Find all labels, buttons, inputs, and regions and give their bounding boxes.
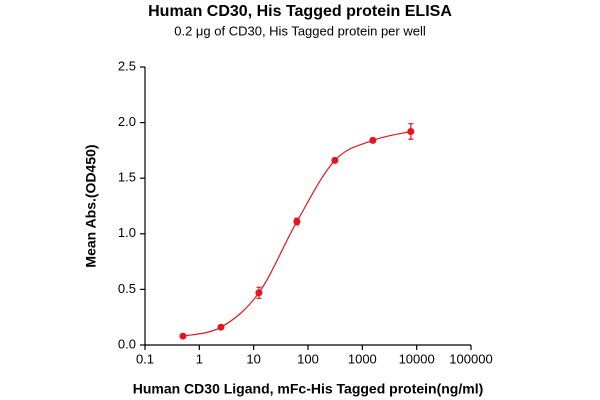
- data-point: [217, 323, 225, 331]
- data-point: [369, 136, 377, 144]
- x-axis-label: Human CD30 Ligand, mFc-His Tagged protei…: [133, 381, 484, 397]
- y-tick-label: 1.5: [118, 170, 136, 185]
- x-tick-label: 0.1: [136, 351, 154, 366]
- data-point: [293, 218, 301, 226]
- fit-curve: [182, 130, 411, 337]
- x-tick-label: 10: [246, 351, 260, 366]
- y-tick-label: 0.5: [118, 281, 136, 296]
- y-tick-label: 2.0: [118, 114, 136, 129]
- x-tick-label: 100: [297, 351, 319, 366]
- data-point: [407, 127, 415, 135]
- y-tick-label: 1.0: [118, 225, 136, 240]
- data-point: [255, 289, 263, 297]
- chart-title: Human CD30, His Tagged protein ELISA: [148, 3, 452, 20]
- y-tick-label: 0.0: [118, 336, 136, 351]
- x-tick-label: 1000: [348, 351, 377, 366]
- y-axis-label: Mean Abs.(OD450): [83, 144, 99, 267]
- data-point: [331, 156, 339, 164]
- data-point: [179, 332, 187, 340]
- y-tick-label: 2.5: [118, 58, 136, 73]
- x-tick-label: 1: [196, 351, 203, 366]
- x-tick-label: 10000: [399, 351, 435, 366]
- x-tick-label: 100000: [449, 351, 492, 366]
- chart-subtitle: 0.2 μg of CD30, His Tagged protein per w…: [174, 23, 426, 38]
